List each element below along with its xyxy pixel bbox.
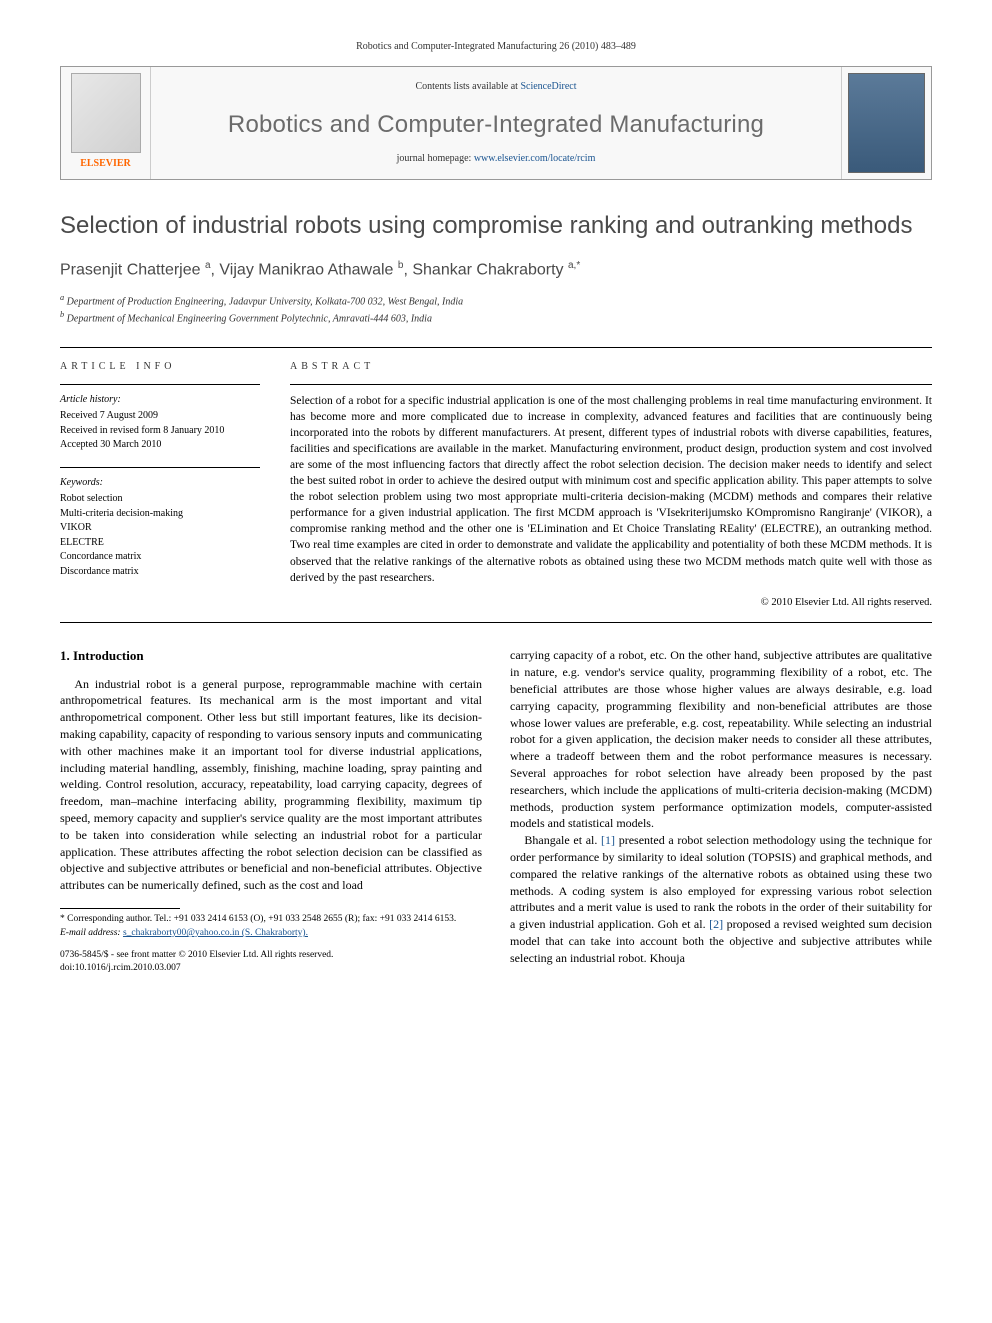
- publisher-logo-block: ELSEVIER: [61, 67, 151, 179]
- homepage-line: journal homepage: www.elsevier.com/locat…: [161, 152, 831, 166]
- divider: [60, 467, 260, 468]
- sciencedirect-link[interactable]: ScienceDirect: [520, 81, 576, 92]
- doi-line: doi:10.1016/j.rcim.2010.03.007: [60, 962, 482, 975]
- abstract-label: ABSTRACT: [290, 360, 932, 374]
- corresponding-author: * Corresponding author. Tel.: +91 033 24…: [60, 913, 482, 926]
- journal-cover-icon: [848, 73, 925, 173]
- body-paragraph: Bhangale et al. [1] presented a robot se…: [510, 832, 932, 966]
- citation-ref[interactable]: [1]: [601, 833, 615, 847]
- banner-center: Contents lists available at ScienceDirec…: [151, 67, 841, 179]
- affiliation-b: b Department of Mechanical Engineering G…: [60, 309, 932, 326]
- divider: [290, 384, 932, 385]
- history-accepted: Accepted 30 March 2010: [60, 438, 260, 453]
- email-label: E-mail address:: [60, 928, 121, 938]
- journal-name: Robotics and Computer-Integrated Manufac…: [161, 108, 831, 142]
- history-received: Received 7 August 2009: [60, 409, 260, 424]
- contents-prefix: Contents lists available at: [415, 81, 520, 92]
- homepage-prefix: journal homepage:: [397, 153, 474, 164]
- keyword: Concordance matrix: [60, 550, 260, 565]
- keyword: Discordance matrix: [60, 565, 260, 580]
- history-header: Article history:: [60, 393, 260, 408]
- affiliation-a: a Department of Production Engineering, …: [60, 292, 932, 309]
- keyword: Multi-criteria decision-making: [60, 507, 260, 522]
- keyword: VIKOR: [60, 521, 260, 536]
- elsevier-tree-icon: [71, 73, 141, 153]
- keywords-header: Keywords:: [60, 476, 260, 491]
- abstract-text: Selection of a robot for a specific indu…: [290, 393, 932, 586]
- body-paragraph: An industrial robot is a general purpose…: [60, 676, 482, 894]
- journal-banner: ELSEVIER Contents lists available at Sci…: [60, 66, 932, 180]
- authors-line: Prasenjit Chatterjee a, Vijay Manikrao A…: [60, 259, 932, 282]
- journal-cover-block: [841, 67, 931, 179]
- divider: [60, 384, 260, 385]
- abstract-column: ABSTRACT Selection of a robot for a spec…: [290, 360, 932, 611]
- article-info-label: ARTICLE INFO: [60, 360, 260, 374]
- keyword: Robot selection: [60, 492, 260, 507]
- doi-block: 0736-5845/$ - see front matter © 2010 El…: [60, 949, 482, 976]
- footnote-separator: [60, 908, 180, 909]
- article-title: Selection of industrial robots using com…: [60, 210, 932, 241]
- history-revised: Received in revised form 8 January 2010: [60, 424, 260, 439]
- publisher-name: ELSEVIER: [80, 157, 131, 171]
- citation-header: Robotics and Computer-Integrated Manufac…: [60, 40, 932, 54]
- article-info-column: ARTICLE INFO Article history: Received 7…: [60, 360, 260, 611]
- affiliations: a Department of Production Engineering, …: [60, 292, 932, 327]
- body-paragraph: carrying capacity of a robot, etc. On th…: [510, 647, 932, 832]
- email-link[interactable]: s_chakraborty00@yahoo.co.in (S. Chakrabo…: [123, 928, 308, 938]
- article-history: Article history: Received 7 August 2009 …: [60, 393, 260, 453]
- keywords-block: Keywords: Robot selection Multi-criteria…: [60, 476, 260, 580]
- email-line: E-mail address: s_chakraborty00@yahoo.co…: [60, 927, 482, 940]
- divider: [60, 622, 932, 623]
- homepage-link[interactable]: www.elsevier.com/locate/rcim: [474, 153, 596, 164]
- section-heading-introduction: 1. Introduction: [60, 647, 482, 665]
- divider: [60, 347, 932, 348]
- body-two-column: 1. Introduction An industrial robot is a…: [60, 647, 932, 975]
- info-abstract-row: ARTICLE INFO Article history: Received 7…: [60, 360, 932, 611]
- footnotes: * Corresponding author. Tel.: +91 033 24…: [60, 913, 482, 941]
- front-matter-line: 0736-5845/$ - see front matter © 2010 El…: [60, 949, 482, 962]
- contents-line: Contents lists available at ScienceDirec…: [161, 80, 831, 94]
- keyword: ELECTRE: [60, 536, 260, 551]
- copyright-line: © 2010 Elsevier Ltd. All rights reserved…: [290, 596, 932, 611]
- citation-ref[interactable]: [2]: [709, 917, 723, 931]
